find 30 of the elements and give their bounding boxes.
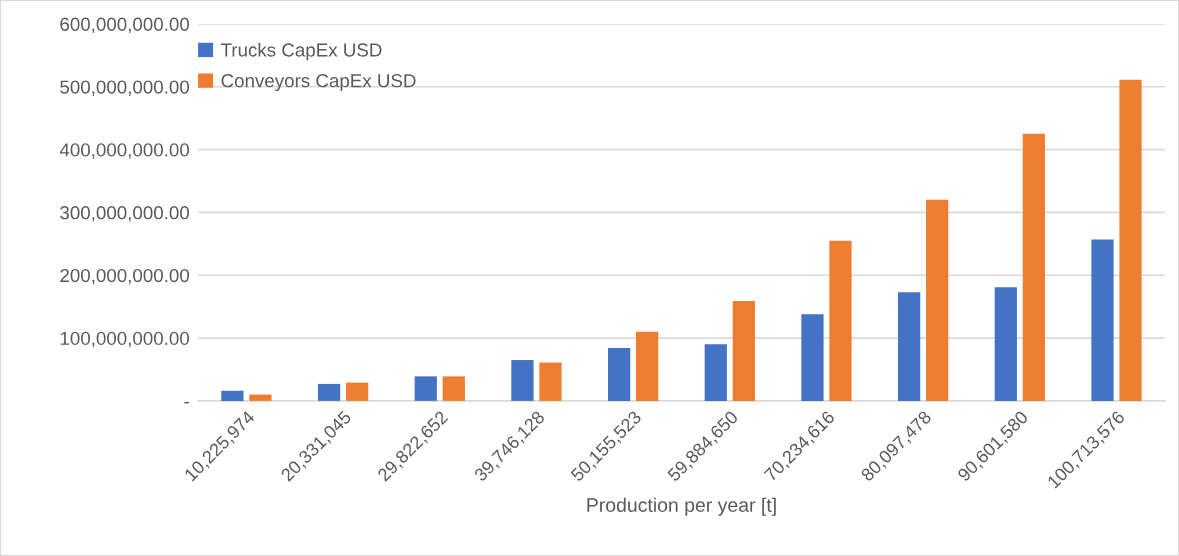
legend-label: Trucks CapEx USD xyxy=(220,42,382,61)
bar xyxy=(607,348,631,401)
bar xyxy=(221,390,244,401)
bar xyxy=(1022,133,1045,401)
bar xyxy=(704,344,727,401)
bar xyxy=(345,382,369,401)
bar xyxy=(732,300,755,401)
bar xyxy=(317,383,341,401)
bar xyxy=(414,376,437,401)
y-tick-label: 400,000,000.00 xyxy=(59,143,190,159)
bar xyxy=(829,240,852,401)
y-tick-label: 200,000,000.00 xyxy=(60,268,190,285)
bar xyxy=(994,287,1017,401)
bar xyxy=(511,360,534,401)
legend-label: Conveyors CapEx USD xyxy=(221,74,416,92)
x-axis-title: Production per year [t] xyxy=(587,497,776,516)
y-tick-label: 500,000,000.00 xyxy=(60,80,190,96)
bar xyxy=(1091,239,1114,401)
y-tick-label: 100,000,000.00 xyxy=(60,331,190,348)
bar xyxy=(801,314,824,401)
bar xyxy=(926,199,949,401)
y-tick-label: 600,000,000.00 xyxy=(60,17,190,34)
bar xyxy=(636,331,659,401)
bar xyxy=(442,376,465,401)
y-tick-label: - xyxy=(184,401,189,404)
bar xyxy=(898,292,921,401)
bar xyxy=(1119,79,1142,401)
bar xyxy=(539,362,562,401)
bar xyxy=(249,394,272,401)
y-tick-label: 300,000,000.00 xyxy=(60,206,190,222)
